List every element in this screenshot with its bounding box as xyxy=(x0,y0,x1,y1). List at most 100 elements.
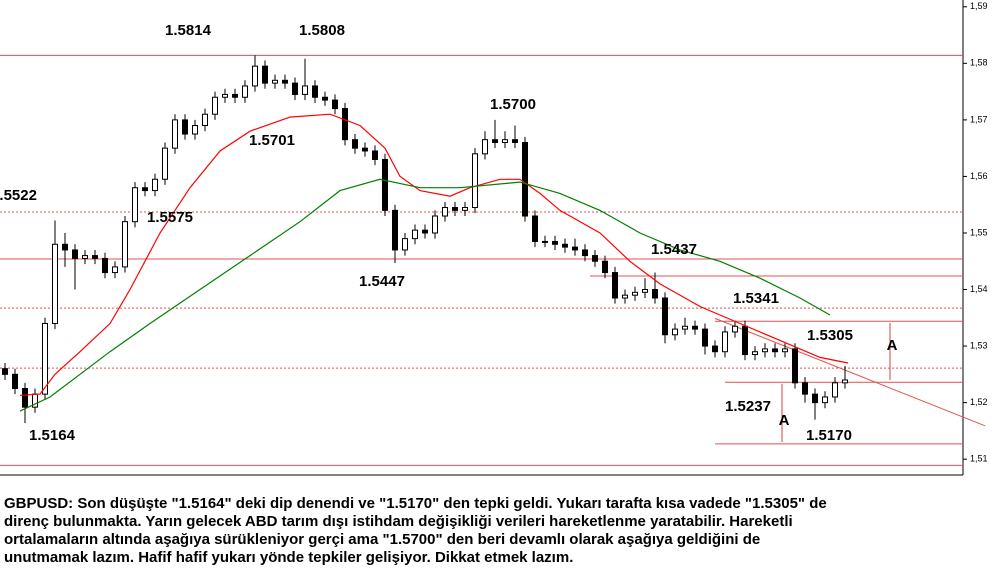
candle-body xyxy=(202,113,208,127)
candle-body xyxy=(682,325,688,330)
candle-body xyxy=(592,255,598,262)
candle-body xyxy=(452,207,458,211)
price-label: 1.5701 xyxy=(249,132,295,149)
candle-body xyxy=(792,348,798,384)
candle-body xyxy=(712,345,718,353)
y-tick-label: 1,51 xyxy=(970,454,988,464)
caption-line: GBPUSD: Son düşüşte "1.5164" deki dip de… xyxy=(4,495,827,512)
candle-body xyxy=(512,139,518,144)
candle-body xyxy=(52,243,58,324)
candle-body xyxy=(772,348,778,353)
y-tick-label: 1,56 xyxy=(970,171,988,181)
candle-body xyxy=(82,255,88,259)
arrow-markers xyxy=(781,323,891,442)
candle-body xyxy=(102,257,108,274)
candle-body xyxy=(652,289,658,299)
y-tick-label: 1,53 xyxy=(970,340,988,350)
candle-body xyxy=(142,187,148,192)
price-label: 1.5700 xyxy=(490,96,536,113)
candle-body xyxy=(482,139,488,155)
candle-body xyxy=(22,387,28,408)
y-tick-label: 1,52 xyxy=(970,397,988,407)
moving-average xyxy=(19,178,831,412)
caption-line: ortalamaların altında aşağıya sürükleniy… xyxy=(4,531,760,548)
candle-body xyxy=(252,65,258,87)
candle-body xyxy=(472,153,478,209)
candle-body xyxy=(752,351,758,356)
candle-body xyxy=(62,243,68,251)
candle-body xyxy=(182,119,188,135)
candle-body xyxy=(632,291,638,296)
candle-body xyxy=(742,325,748,356)
candle-body xyxy=(662,297,668,336)
candle-body xyxy=(802,382,808,395)
candle-body xyxy=(222,93,228,98)
candle-body xyxy=(702,328,708,347)
y-tick-label: 1,58 xyxy=(970,58,988,68)
candle-body xyxy=(212,96,218,115)
candle-body xyxy=(642,289,648,293)
candle-body xyxy=(282,79,288,84)
candle-body xyxy=(352,139,358,149)
candle-body xyxy=(42,322,48,395)
candle-body xyxy=(272,79,278,84)
candle-body xyxy=(692,325,698,330)
candle-body xyxy=(412,229,418,240)
candle-body xyxy=(462,207,468,211)
candle-body xyxy=(72,249,78,259)
candle-body xyxy=(162,147,168,180)
y-tick-label: 1,55 xyxy=(970,227,988,237)
candle-body xyxy=(832,382,838,398)
candle-body xyxy=(322,96,328,101)
candle-body xyxy=(152,178,158,192)
price-label: 1.5522 xyxy=(0,187,37,204)
caption-line: unutmamak lazım. Hafif hafif yukarı yönd… xyxy=(4,549,573,566)
price-label: A xyxy=(887,337,898,354)
candle-body xyxy=(542,240,548,243)
moving-average xyxy=(19,113,849,396)
price-label: A xyxy=(779,412,790,429)
candle-body xyxy=(172,119,178,149)
candle-body xyxy=(762,348,768,353)
candle-body xyxy=(242,85,248,98)
candle-body xyxy=(302,85,308,95)
candle-body xyxy=(112,266,118,274)
y-tick-label: 1,57 xyxy=(970,114,988,124)
candle-body xyxy=(342,108,348,141)
candle-body xyxy=(842,379,848,384)
candle-body xyxy=(312,85,318,98)
candle-body xyxy=(422,229,428,234)
candle-body xyxy=(382,158,388,211)
price-label: 1.5814 xyxy=(165,22,212,39)
candle-body xyxy=(192,125,198,135)
price-label: 1.5237 xyxy=(725,398,771,415)
candle-body xyxy=(532,215,538,242)
candle-body xyxy=(262,65,268,84)
y-tick-label: 1,54 xyxy=(970,284,988,294)
candle-body xyxy=(492,139,498,144)
candle-body xyxy=(392,209,398,251)
candle-body xyxy=(292,82,298,95)
candle-body xyxy=(372,150,378,160)
candle-body xyxy=(332,99,338,110)
candle-body xyxy=(2,368,8,375)
candle-body xyxy=(402,238,408,251)
candle-body xyxy=(622,294,628,299)
candle-body xyxy=(562,243,568,248)
candle-body xyxy=(442,207,448,217)
price-label: 1.5305 xyxy=(807,327,853,344)
candle-body xyxy=(672,328,678,336)
candle-body xyxy=(822,396,828,404)
candle-body xyxy=(612,272,618,299)
price-label: 1.5170 xyxy=(806,427,852,444)
price-label: 1.5341 xyxy=(733,290,779,307)
candle-body xyxy=(92,255,98,259)
candle-body xyxy=(232,93,238,98)
candle-body xyxy=(122,221,128,268)
candle-body xyxy=(732,325,738,333)
candle-body xyxy=(362,147,368,152)
candle-body xyxy=(812,393,818,404)
price-label: 1.5575 xyxy=(147,209,193,226)
